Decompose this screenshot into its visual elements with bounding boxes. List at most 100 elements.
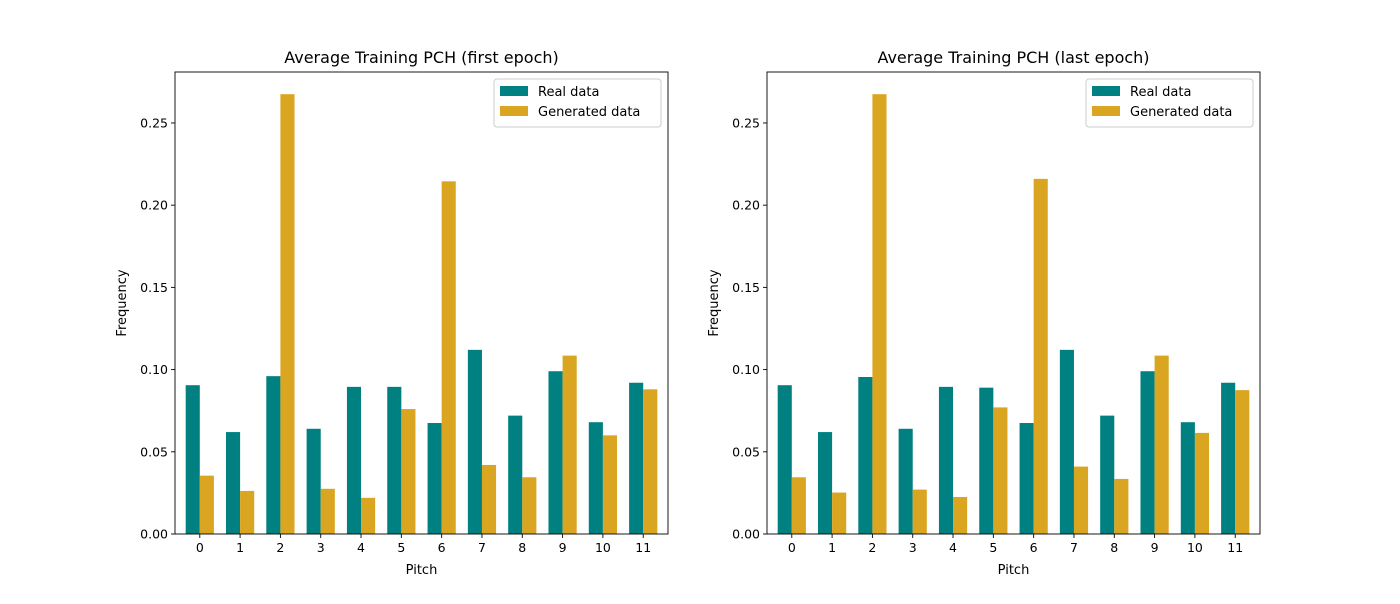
x-axis-label: Pitch (406, 563, 438, 578)
legend: Real data Generated data (1085, 78, 1254, 128)
bar-generated-5 (993, 407, 1008, 534)
bar-generated-6 (441, 181, 456, 534)
x-tick-label: 5 (397, 540, 405, 555)
bar-generated-3 (320, 488, 335, 534)
chart-panel-0: 0 1 2 3 4 5 6 7 8 9 10 11 0.00 0.05 0.10 0.15 0.20 0.25 Av… (115, 48, 669, 578)
legend-label-generated: Generated data (538, 105, 640, 120)
bar-real-0 (777, 385, 792, 534)
chart-title: Average Training PCH (first epoch) (284, 48, 559, 67)
x-tick-label: 11 (635, 540, 651, 555)
bar-generated-9 (562, 355, 577, 534)
bar-generated-7 (1073, 466, 1089, 534)
x-tick-label: 9 (559, 540, 567, 555)
bar-generated-10 (1194, 432, 1210, 534)
bar-generated-2 (280, 94, 295, 534)
bar-real-11 (1221, 382, 1236, 534)
y-tick-label: 0.00 (140, 527, 168, 542)
chart-panel-1: 0 1 2 3 4 5 6 7 8 9 10 11 0.00 0.05 0.10 0.15 0.20 0.25 Av… (707, 48, 1261, 578)
bar-generated-5 (401, 409, 416, 534)
bar-real-10 (1180, 422, 1195, 534)
x-tick-label: 0 (788, 540, 796, 555)
legend: Real data Generated data (493, 78, 662, 128)
bar-real-9 (548, 371, 563, 534)
bar-generated-0 (791, 477, 806, 534)
bar-real-2 (858, 376, 873, 534)
y-tick-label: 0.15 (140, 280, 168, 295)
bar-real-2 (266, 376, 281, 534)
x-tick-label: 9 (1151, 540, 1159, 555)
x-tick-label: 1 (828, 540, 836, 555)
y-tick-label: 0.10 (140, 362, 168, 377)
x-tick-label: 11 (1227, 540, 1243, 555)
y-tick-label: 0.20 (140, 198, 168, 213)
legend-swatch-real (500, 86, 528, 96)
x-tick-label: 4 (949, 540, 957, 555)
bar-generated-0 (199, 475, 214, 534)
bar-generated-6 (1033, 178, 1048, 534)
x-tick-label: 1 (236, 540, 244, 555)
bar-real-5 (979, 387, 994, 534)
x-tick-label: 8 (518, 540, 526, 555)
x-tick-label: 3 (317, 540, 325, 555)
bar-generated-7 (481, 464, 497, 534)
bar-real-8 (1100, 415, 1115, 534)
y-tick-label: 0.05 (732, 444, 760, 459)
bar-real-4 (346, 386, 362, 534)
x-tick-label: 2 (868, 540, 876, 555)
bar-generated-9 (1154, 355, 1169, 534)
bar-real-7 (1059, 349, 1074, 534)
bar-generated-4 (361, 497, 376, 534)
y-tick-label: 0.25 (732, 115, 760, 130)
y-axis-label: Frequency (707, 269, 722, 336)
x-axis-label: Pitch (998, 563, 1030, 578)
y-tick-label: 0.20 (732, 198, 760, 213)
bar-real-1 (817, 432, 833, 534)
bar-generated-8 (1114, 478, 1129, 534)
y-axis-label: Frequency (115, 269, 130, 336)
legend-swatch-real (1092, 86, 1120, 96)
x-tick-label: 6 (438, 540, 446, 555)
bar-real-11 (629, 382, 644, 534)
legend-label-real: Real data (538, 85, 599, 100)
bar-real-0 (185, 385, 200, 534)
x-tick-label: 2 (276, 540, 284, 555)
bar-real-10 (588, 422, 603, 534)
legend-label-generated: Generated data (1130, 105, 1232, 120)
bar-real-1 (225, 432, 241, 534)
legend-box (1085, 78, 1254, 128)
legend-swatch-generated (1092, 106, 1120, 116)
x-tick-label: 5 (989, 540, 997, 555)
y-tick-label: 0.10 (732, 362, 760, 377)
x-tick-label: 0 (196, 540, 204, 555)
bar-real-7 (467, 349, 482, 534)
x-tick-label: 3 (909, 540, 917, 555)
x-tick-label: 6 (1030, 540, 1038, 555)
y-tick-label: 0.25 (140, 115, 168, 130)
x-tick-label: 4 (357, 540, 365, 555)
bar-real-6 (1019, 423, 1034, 534)
bar-generated-4 (953, 497, 968, 534)
bar-generated-8 (522, 477, 537, 534)
bar-generated-1 (832, 492, 847, 534)
axes-frame (174, 71, 669, 535)
bar-generated-11 (1235, 390, 1250, 534)
bar-real-6 (427, 423, 442, 534)
bar-real-3 (898, 428, 913, 534)
bar-generated-2 (872, 94, 887, 534)
x-tick-label: 7 (1070, 540, 1078, 555)
chart-title: Average Training PCH (last epoch) (877, 48, 1149, 67)
bar-real-5 (387, 386, 402, 534)
bar-generated-11 (643, 389, 658, 534)
bar-real-3 (306, 428, 321, 534)
bar-real-9 (1140, 371, 1155, 534)
y-tick-label: 0.00 (732, 527, 760, 542)
bar-real-4 (938, 386, 954, 534)
legend-label-real: Real data (1130, 85, 1191, 100)
x-tick-label: 8 (1110, 540, 1118, 555)
bar-real-8 (508, 415, 523, 534)
legend-box (493, 78, 662, 128)
x-tick-label: 7 (478, 540, 486, 555)
bar-generated-1 (240, 490, 255, 534)
